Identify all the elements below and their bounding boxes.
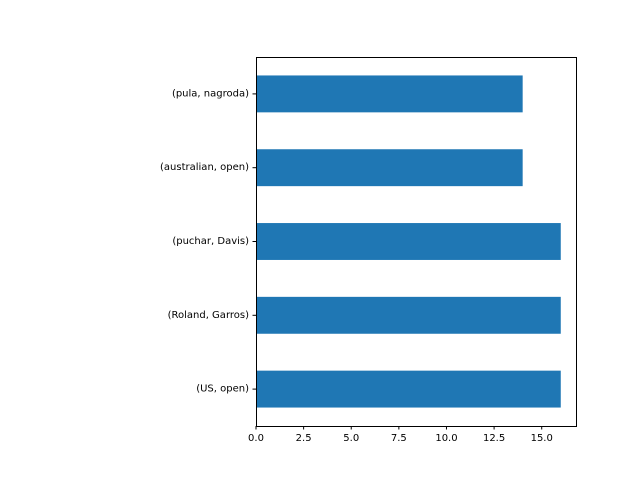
y-tick-label: (US, open) [196, 384, 249, 395]
bar [256, 75, 523, 113]
y-tick-label: (puchar, Davis) [172, 236, 249, 247]
x-tick-label: 7.5 [391, 433, 407, 444]
y-tick-label: (Roland, Garros) [168, 310, 250, 321]
y-tick-label: (australian, open) [160, 162, 249, 173]
bar [256, 370, 561, 408]
x-tick-label: 5.0 [343, 433, 359, 444]
bar [256, 223, 561, 260]
bar [256, 296, 561, 334]
plot-frame [256, 57, 577, 427]
bar [256, 149, 523, 187]
bars-layer [256, 75, 561, 408]
x-tick-label: 10.0 [435, 433, 457, 444]
x-tick-label: 2.5 [296, 433, 312, 444]
y-tick-label: (pula, nagroda) [172, 88, 249, 99]
x-tick-label: 15.0 [531, 433, 553, 444]
x-tick-label: 0.0 [248, 433, 264, 444]
ticks-layer: (US, open) (Roland, Garros) (puchar, Davis… [160, 88, 553, 444]
x-tick-label: 12.5 [483, 433, 505, 444]
